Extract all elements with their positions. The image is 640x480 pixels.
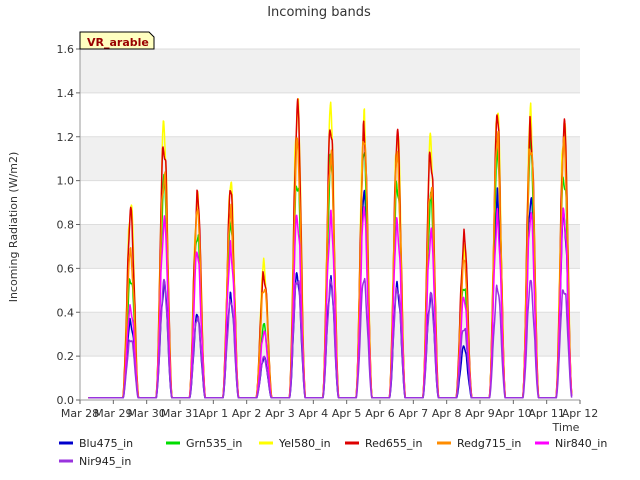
x-tick-label: Mar 31 bbox=[161, 407, 199, 420]
y-axis-label: Incoming Radiation (W/m2) bbox=[7, 152, 20, 303]
x-tick-label: Apr 9 bbox=[465, 407, 495, 420]
y-tick-label: 0.2 bbox=[57, 350, 75, 363]
legend-label: Red655_in bbox=[365, 437, 422, 450]
series-line-Nir945_in bbox=[87, 277, 573, 399]
x-tick-label: Apr 5 bbox=[332, 407, 362, 420]
y-tick-label: 1.4 bbox=[57, 87, 75, 100]
legend-label: Nir840_in bbox=[555, 437, 607, 450]
x-tick-label: Mar 29 bbox=[94, 407, 132, 420]
y-tick-label: 1.6 bbox=[57, 43, 75, 56]
badge-box bbox=[79, 31, 155, 50]
x-tick-label: Mar 30 bbox=[128, 407, 166, 420]
x-tick-label: Apr 8 bbox=[432, 407, 462, 420]
x-tick-label: Apr 7 bbox=[399, 407, 429, 420]
x-tick-label: Apr 1 bbox=[199, 407, 229, 420]
y-tick-label: 0.0 bbox=[57, 394, 75, 407]
x-tick-label: Apr 4 bbox=[299, 407, 329, 420]
y-tick-label: 0.4 bbox=[57, 306, 75, 319]
y-tick-label: 0.8 bbox=[57, 219, 75, 232]
x-tick-label: Apr 2 bbox=[232, 407, 262, 420]
x-axis-label: Time bbox=[552, 421, 580, 434]
chart-title: Incoming bands bbox=[267, 5, 371, 20]
y-tick-label: 1.2 bbox=[57, 131, 75, 144]
x-tick-label: Apr 11 bbox=[528, 407, 565, 420]
legend-label: Grn535_in bbox=[186, 437, 242, 450]
y-tick-label: 0.6 bbox=[57, 262, 75, 275]
background-band bbox=[80, 312, 580, 357]
y-tick-label: 1.0 bbox=[57, 175, 75, 188]
legend: Blu475_in Grn535_in Yel580_in Red655_in Redg… bbox=[59, 437, 607, 468]
legend-label: Redg715_in bbox=[457, 437, 521, 450]
badge: VR_arable bbox=[79, 31, 155, 50]
legend-label: Yel580_in bbox=[278, 437, 331, 450]
badge-label: VR_arable bbox=[87, 36, 149, 49]
y-ticks: 0.0 0.2 0.4 0.6 0.8 1.0 1.2 1.4 1.6 bbox=[57, 43, 80, 407]
x-tick-label: Apr 3 bbox=[265, 407, 295, 420]
background-band bbox=[80, 49, 580, 93]
legend-label: Nir945_in bbox=[79, 455, 131, 468]
legend-label: Blu475_in bbox=[79, 437, 133, 450]
x-tick-label: Mar 28 bbox=[61, 407, 99, 420]
x-tick-label: Apr 6 bbox=[365, 407, 395, 420]
x-tick-label: Apr 12 bbox=[562, 407, 599, 420]
x-tick-label: Apr 10 bbox=[495, 407, 532, 420]
series-lines bbox=[87, 98, 573, 399]
